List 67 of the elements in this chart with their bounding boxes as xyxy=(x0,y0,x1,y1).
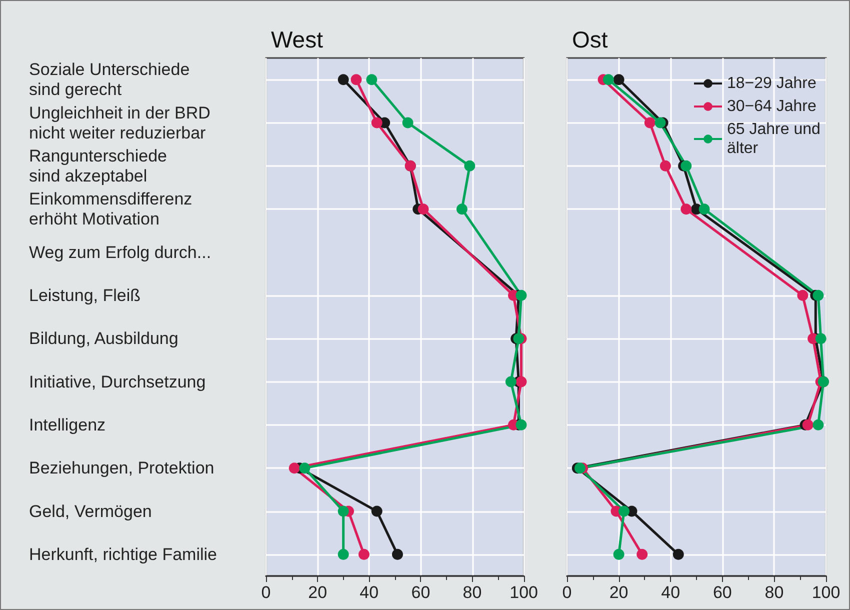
point xyxy=(797,290,808,301)
point xyxy=(371,506,382,517)
point xyxy=(464,160,476,172)
point xyxy=(505,376,516,388)
x-tick-label: 20 xyxy=(308,583,328,602)
point xyxy=(338,548,349,560)
y-tick-label: Initiative, Durchsetzung xyxy=(29,372,206,392)
y-tick-label: Beziehungen, Protektion xyxy=(29,458,214,478)
y-tick-label: Geld, Vermögen xyxy=(29,502,152,521)
point xyxy=(618,506,630,517)
point xyxy=(371,117,382,128)
point xyxy=(516,419,527,430)
x-tick-label: 60 xyxy=(411,583,430,602)
point xyxy=(338,74,349,86)
x-tick-label: 60 xyxy=(712,583,732,602)
y-tick-label: Intelligenz xyxy=(29,415,106,434)
point xyxy=(513,333,524,344)
point xyxy=(802,419,814,430)
point xyxy=(654,117,666,128)
point xyxy=(644,117,656,128)
point xyxy=(574,462,586,474)
point xyxy=(338,506,349,517)
y-tick-label: Einkommensdifferenz erhöht Motivation xyxy=(29,190,192,229)
point xyxy=(815,333,826,344)
y-tick-label: Herkunft, richtige Familie xyxy=(29,544,218,564)
legend-label: 18−29 Jahre xyxy=(727,75,817,92)
legend-label: 65 Jahre und älter xyxy=(727,121,825,157)
y-tick-label: Leistung, Fleiß xyxy=(29,286,140,305)
point xyxy=(358,548,370,560)
point xyxy=(812,419,824,430)
point xyxy=(680,160,692,172)
point xyxy=(516,290,527,301)
point xyxy=(402,117,414,128)
point xyxy=(680,204,692,215)
point xyxy=(392,548,403,560)
x-tick-label: 80 xyxy=(462,583,482,602)
point xyxy=(698,204,710,215)
point xyxy=(812,290,824,301)
x-tick-label: 20 xyxy=(609,583,628,602)
x-tick-label: 0 xyxy=(562,583,572,602)
y-tick-label: Soziale Unterschiede sind gerecht xyxy=(29,60,190,100)
legend-label: 30−64 Jahre xyxy=(727,98,817,115)
x-tick-label: 100 xyxy=(510,583,538,602)
point xyxy=(288,462,300,474)
x-tick-label: 40 xyxy=(360,583,379,602)
x-tick-label: 100 xyxy=(812,583,840,602)
point xyxy=(660,160,671,172)
y-tick-label: Weg zum Erfolg durch... xyxy=(29,242,212,262)
point xyxy=(613,548,624,560)
x-tick-label: 40 xyxy=(661,583,680,602)
point xyxy=(602,74,614,86)
x-tick-label: 0 xyxy=(261,583,271,602)
point xyxy=(299,462,310,474)
point xyxy=(672,548,684,560)
point xyxy=(350,74,362,86)
point xyxy=(613,74,624,86)
y-tick-label: Bildung, Ausbildung xyxy=(29,329,178,348)
chart-title: West xyxy=(271,26,324,52)
point xyxy=(516,376,527,388)
point xyxy=(366,74,378,86)
x-tick-label: 80 xyxy=(764,583,784,602)
point xyxy=(636,548,648,560)
chart-title: Ost xyxy=(572,26,608,52)
y-tick-label: Rangunterschiede sind akzeptabel xyxy=(29,146,167,186)
point xyxy=(418,204,429,215)
point xyxy=(456,204,468,215)
y-tick-label: Ungleichheit in der BRD nicht weiter reduzierbar xyxy=(29,103,210,142)
